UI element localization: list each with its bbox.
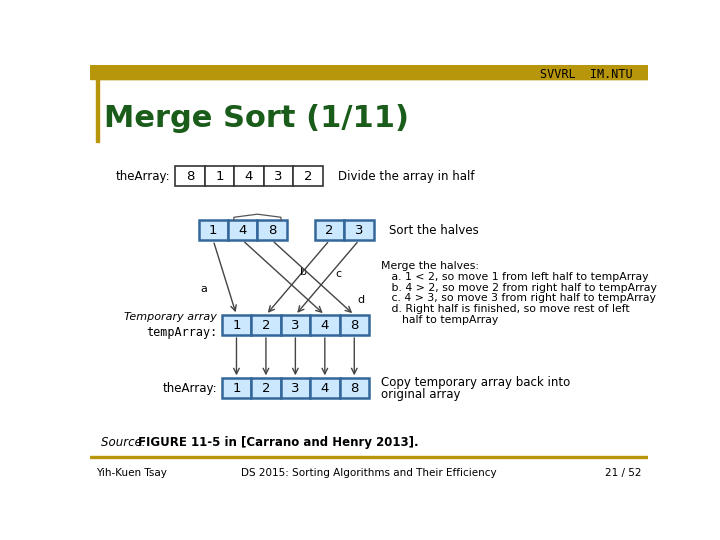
Text: Merge Sort (1/11): Merge Sort (1/11) <box>104 104 409 133</box>
Text: 8: 8 <box>186 170 194 183</box>
Text: Yih-Kuen Tsay: Yih-Kuen Tsay <box>96 468 167 478</box>
Bar <box>293 166 323 186</box>
Text: 8: 8 <box>350 319 359 332</box>
Bar <box>234 166 264 186</box>
Bar <box>315 220 344 240</box>
Text: Divide the array in half: Divide the array in half <box>338 170 474 183</box>
Text: 21 / 52: 21 / 52 <box>606 468 642 478</box>
Text: original array: original array <box>381 388 460 401</box>
Bar <box>281 315 310 335</box>
Text: c: c <box>335 269 341 279</box>
Text: 1: 1 <box>233 382 240 395</box>
Text: a: a <box>200 284 207 294</box>
Text: 1: 1 <box>209 224 217 237</box>
Text: SVVRL  IM.NTU: SVVRL IM.NTU <box>540 68 632 80</box>
Bar <box>90 456 648 457</box>
Text: half to tempArray: half to tempArray <box>381 315 498 325</box>
Bar <box>204 166 234 186</box>
Bar <box>199 220 228 240</box>
Text: 3: 3 <box>291 382 300 395</box>
Text: Copy temporary array back into: Copy temporary array back into <box>381 375 570 389</box>
Text: 1: 1 <box>233 319 240 332</box>
Bar <box>264 166 293 186</box>
Text: theArray:: theArray: <box>163 382 217 395</box>
Text: d: d <box>357 295 364 305</box>
Text: 2: 2 <box>261 382 270 395</box>
Bar <box>222 378 251 398</box>
Bar <box>310 378 340 398</box>
Text: 2: 2 <box>325 224 334 237</box>
Text: d. Right half is finished, so move rest of left: d. Right half is finished, so move rest … <box>381 304 629 314</box>
Bar <box>251 315 281 335</box>
Bar <box>251 378 281 398</box>
Text: 8: 8 <box>268 224 276 237</box>
Bar <box>258 220 287 240</box>
Bar <box>222 315 251 335</box>
Bar <box>96 77 648 79</box>
Text: 3: 3 <box>291 319 300 332</box>
Text: b: b <box>300 267 307 276</box>
Text: 1: 1 <box>215 170 224 183</box>
Text: Source:: Source: <box>101 436 150 449</box>
Bar <box>310 315 340 335</box>
Text: 2: 2 <box>261 319 270 332</box>
Bar <box>281 378 310 398</box>
Bar <box>175 166 204 186</box>
Text: theArray:: theArray: <box>116 170 171 183</box>
Text: FIGURE 11-5 in [Carrano and Henry 2013].: FIGURE 11-5 in [Carrano and Henry 2013]. <box>138 436 418 449</box>
Text: c. 4 > 3, so move 3 from right half to tempArray: c. 4 > 3, so move 3 from right half to t… <box>381 294 655 303</box>
Text: 8: 8 <box>350 382 359 395</box>
Text: tempArray:: tempArray: <box>146 326 217 339</box>
Text: 4: 4 <box>320 382 329 395</box>
Text: Sort the halves: Sort the halves <box>389 224 479 237</box>
Bar <box>96 79 99 142</box>
Text: Temporary array: Temporary array <box>125 312 217 322</box>
Text: DS 2015: Sorting Algorithms and Their Efficiency: DS 2015: Sorting Algorithms and Their Ef… <box>241 468 497 478</box>
Text: 3: 3 <box>355 224 363 237</box>
Bar <box>90 65 648 79</box>
Text: 4: 4 <box>320 319 329 332</box>
Bar <box>228 220 258 240</box>
Text: 4: 4 <box>238 224 247 237</box>
Text: b. 4 > 2, so move 2 from right half to tempArray: b. 4 > 2, so move 2 from right half to t… <box>381 283 657 293</box>
Text: 3: 3 <box>274 170 282 183</box>
Text: Merge the halves:: Merge the halves: <box>381 261 479 271</box>
Bar <box>340 378 369 398</box>
Text: 4: 4 <box>245 170 253 183</box>
Bar <box>340 315 369 335</box>
Text: 2: 2 <box>304 170 312 183</box>
Text: a. 1 < 2, so move 1 from left half to tempArray: a. 1 < 2, so move 1 from left half to te… <box>381 272 648 282</box>
Bar <box>344 220 374 240</box>
